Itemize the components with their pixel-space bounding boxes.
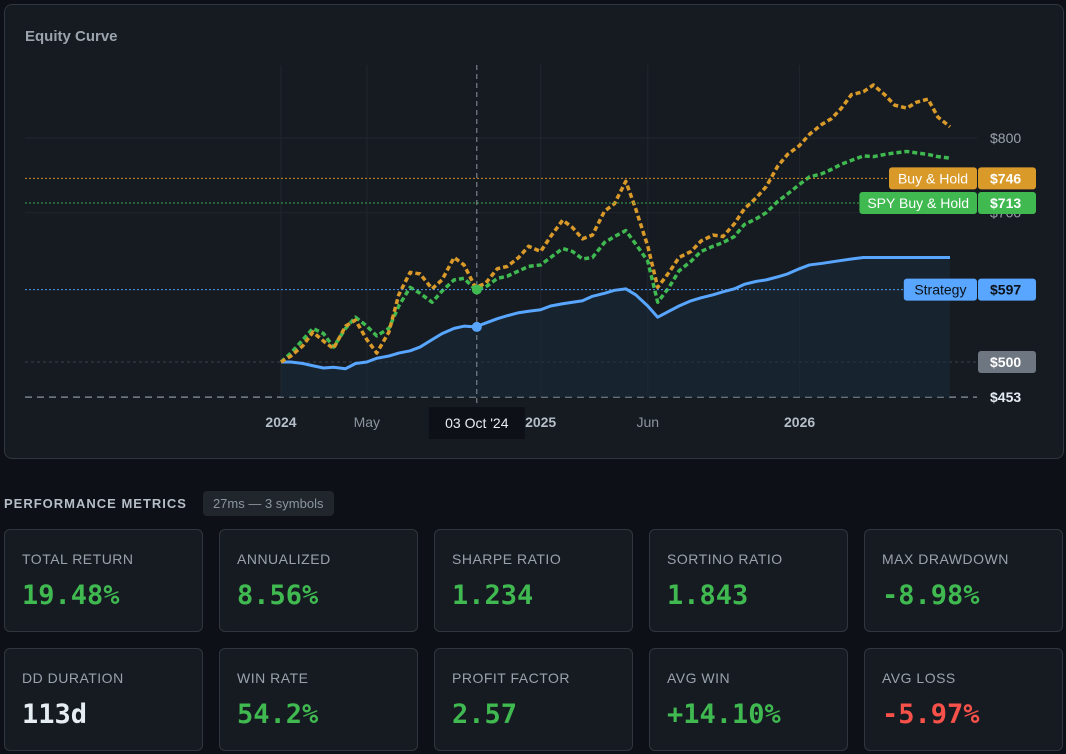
crosshair-dot-strategy <box>471 321 482 332</box>
y-tick-label: $800 <box>990 130 1021 146</box>
metrics-title: PERFORMANCE METRICS <box>4 495 187 511</box>
x-tick-label: 2024 <box>265 414 296 430</box>
series-line-spy-buy-hold <box>279 149 951 364</box>
series-line-buy-hold <box>280 83 952 364</box>
series-name-label: Strategy <box>914 282 966 298</box>
series-name-tag <box>859 191 977 214</box>
metric-label: SORTINO RATIO <box>667 551 783 567</box>
metric-card-profit-factor: PROFIT FACTOR 2.57 <box>434 648 633 751</box>
timing-badge: 27ms — 3 symbols <box>202 490 334 516</box>
last-value-label: $597 <box>990 282 1021 298</box>
metric-label: SHARPE RATIO <box>452 551 562 567</box>
metric-label: PROFIT FACTOR <box>452 670 570 686</box>
metric-label: DD DURATION <box>22 670 124 686</box>
last-value-badge <box>978 167 1036 190</box>
metric-card-total-return: TOTAL RETURN 19.48% <box>4 529 203 632</box>
x-tick-label: May <box>354 414 380 430</box>
metric-label: WIN RATE <box>237 670 309 686</box>
strategy-area <box>281 257 950 398</box>
metric-value: +14.10% <box>667 699 781 730</box>
metric-card-sortino-ratio: SORTINO RATIO 1.843 <box>649 529 848 632</box>
metric-value: 113d <box>22 699 88 730</box>
crosshair-label: 03 Oct '24 <box>445 415 509 431</box>
last-value-label: $713 <box>990 195 1021 211</box>
metric-card-max-drawdown: MAX DRAWDOWN -8.98% <box>864 529 1063 632</box>
metric-label: ANNUALIZED <box>237 551 331 567</box>
metric-card-annualized: ANNUALIZED 8.56% <box>219 529 418 632</box>
metric-value: 8.56% <box>237 580 319 611</box>
last-value-label: $746 <box>990 170 1021 186</box>
x-tick-label: 2025 <box>525 414 556 430</box>
metric-value: -8.98% <box>882 580 980 611</box>
metric-card-sharpe-ratio: SHARPE RATIO 1.234 <box>434 529 633 632</box>
metric-card-avg-loss: AVG LOSS -5.97% <box>864 648 1063 751</box>
metrics-header: PERFORMANCE METRICS 27ms — 3 symbols <box>4 490 1064 516</box>
last-value-badge <box>978 278 1036 301</box>
metric-value: 1.843 <box>667 580 749 611</box>
metric-label: AVG WIN <box>667 670 731 686</box>
metric-card-win-rate: WIN RATE 54.2% <box>219 648 418 751</box>
crosshair-label-bg <box>428 407 525 439</box>
metric-value: -5.97% <box>882 699 980 730</box>
metric-label: AVG LOSS <box>882 670 956 686</box>
chart-title: Equity Curve <box>25 28 118 45</box>
baseline-label: $453 <box>990 389 1021 405</box>
metric-card-dd-duration: DD DURATION 113d <box>4 648 203 751</box>
series-line-strategy <box>281 255 950 371</box>
metric-value: 54.2% <box>237 699 319 730</box>
series-name-label: Buy & Hold <box>898 170 968 186</box>
x-tick-label: 2026 <box>784 414 815 430</box>
series-name-label: SPY Buy & Hold <box>867 195 969 211</box>
metric-value: 2.57 <box>452 699 518 730</box>
metric-value: 1.234 <box>452 580 534 611</box>
metric-label: TOTAL RETURN <box>22 551 134 567</box>
metric-label: MAX DRAWDOWN <box>882 551 1009 567</box>
last-value-badge <box>978 191 1036 214</box>
equity-curve-panel: Equity Curve $453$800$700$5002024May2025… <box>4 4 1064 459</box>
metric-value: 19.48% <box>22 580 120 611</box>
series-name-tag <box>889 167 977 190</box>
y-tick-badge <box>978 351 1036 373</box>
x-tick-label: Jun <box>636 414 659 430</box>
metric-card-avg-win: AVG WIN +14.10% <box>649 648 848 751</box>
crosshair-dot-spy <box>471 284 482 295</box>
series-name-tag <box>903 278 977 301</box>
metrics-grid: TOTAL RETURN 19.48% ANNUALIZED 8.56% SHA… <box>4 529 1064 751</box>
y-tick-label: $500 <box>990 354 1021 370</box>
